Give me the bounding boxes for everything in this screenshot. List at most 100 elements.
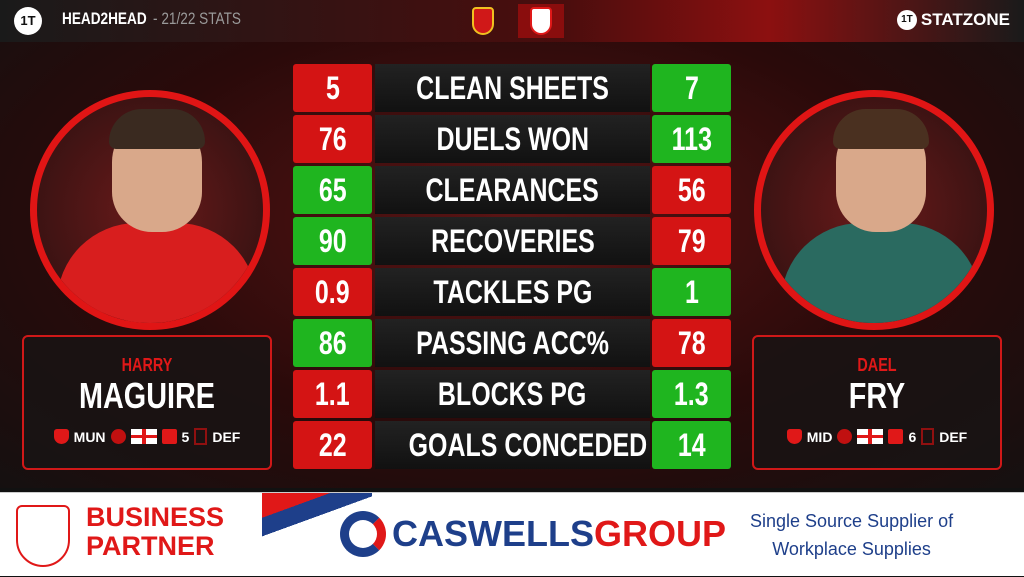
middlesbrough-badge-icon: [16, 505, 70, 567]
last-name: MAGUIRE: [79, 375, 215, 416]
player-meta: MUN 5 DEF: [24, 428, 270, 445]
label-text: GOALS CONCEDED: [408, 427, 648, 463]
page-title: HEAD2HEAD - 21/22 STATS: [62, 9, 241, 29]
title-text: HEAD2HEAD: [62, 9, 147, 28]
business-partner-text: BUSINESS PARTNER: [86, 503, 224, 561]
player-photo-left: [30, 90, 270, 330]
shirt-icon: [888, 429, 904, 444]
stat-label: CLEAN SHEETS: [375, 64, 650, 112]
value-text: 1.3: [674, 376, 709, 412]
position: DEF: [939, 428, 968, 445]
label-text: CLEAN SHEETS: [416, 70, 609, 106]
value-text: 65: [318, 172, 347, 208]
brand-text: STATZONE: [920, 10, 1010, 29]
shirt-icon: [161, 429, 177, 444]
label-text: PASSING ACC%: [416, 325, 609, 361]
stat-label: CLEARANCES: [375, 166, 650, 214]
stat-row: 90 RECOVERIES 79: [293, 217, 731, 265]
first-name: HARRY: [121, 355, 173, 375]
right-value: 79: [652, 217, 731, 265]
left-value: 65: [293, 166, 372, 214]
statzone-logo: 1T STATZONE: [896, 10, 1010, 30]
player-meta: MID 6 DEF: [754, 428, 1000, 445]
stat-row: 1.1 BLOCKS PG 1.3: [293, 370, 731, 418]
label-text: RECOVERIES: [430, 223, 595, 259]
right-value: 113: [652, 115, 731, 163]
left-value: 76: [293, 115, 372, 163]
value-text: 78: [677, 325, 706, 361]
left-value: 90: [293, 217, 372, 265]
tagline-1: Single Source Supplier of: [750, 511, 954, 531]
value-text: 0.9: [315, 274, 350, 310]
stat-label: BLOCKS PG: [375, 370, 650, 418]
caswells-logo: CASWELLS GROUP: [340, 511, 726, 557]
last-name: FRY: [848, 375, 906, 416]
club: MUN: [73, 428, 106, 445]
value-text: 86: [318, 325, 347, 361]
right-value: 14: [652, 421, 731, 469]
caswells-icon: [340, 511, 386, 557]
right-value: 1: [652, 268, 731, 316]
sponsor-banner: BUSINESS PARTNER CASWELLS GROUP Single Sou…: [0, 492, 1024, 577]
club-icon: [53, 429, 69, 444]
stat-row: 5 CLEAN SHEETS 7: [293, 64, 731, 112]
statzone-icon: 1T: [896, 10, 917, 30]
stat-label: GOALS CONCEDED: [375, 421, 650, 469]
subtitle: - 21/22 STATS: [153, 9, 241, 28]
shirt-number: 6: [908, 428, 917, 445]
man-utd-crest-icon: [460, 4, 506, 38]
left-value: 1.1: [293, 370, 372, 418]
first-name: DAEL: [857, 355, 897, 375]
value-text: 7: [684, 70, 699, 106]
1t-logo: 1T: [14, 7, 42, 35]
value-text: 56: [677, 172, 706, 208]
left-value: 0.9: [293, 268, 372, 316]
sponsor-tagline: Single Source Supplier of Workplace Suppl…: [750, 507, 953, 563]
shirt-number: 5: [181, 428, 190, 445]
club-icon: [786, 429, 802, 444]
right-value: 56: [652, 166, 731, 214]
sponsor-b: GROUP: [594, 513, 727, 554]
right-value: 78: [652, 319, 731, 367]
club: MID: [806, 428, 833, 445]
value-text: 14: [677, 427, 706, 463]
value-text: 76: [318, 121, 347, 157]
pitch-icon: [194, 428, 208, 445]
value-text: 1: [684, 274, 699, 310]
bp-line2: PARTNER: [86, 531, 215, 561]
middlesbrough-crest-icon: [518, 4, 564, 38]
position: DEF: [212, 428, 241, 445]
globe-icon: [837, 429, 853, 444]
label-text: CLEARANCES: [425, 172, 600, 208]
hair: [833, 109, 929, 149]
tagline-2: Workplace Supplies: [772, 539, 931, 559]
value-text: 90: [318, 223, 347, 259]
value-text: 5: [325, 70, 340, 106]
pitch-icon: [921, 428, 935, 445]
label-text: DUELS WON: [436, 121, 589, 157]
value-text: 1.1: [315, 376, 350, 412]
stat-row: 0.9 TACKLES PG 1: [293, 268, 731, 316]
sponsor-a: CASWELLS: [392, 513, 594, 554]
top-bar: 1T HEAD2HEAD - 21/22 STATS 1T STATZONE: [0, 0, 1024, 42]
label-text: TACKLES PG: [432, 274, 592, 310]
left-value: 22: [293, 421, 372, 469]
value-text: 79: [677, 223, 706, 259]
england-flag-icon: [130, 429, 157, 444]
value-text: 22: [318, 427, 347, 463]
left-value: 5: [293, 64, 372, 112]
player-card-left: HARRY MAGUIRE MUN 5 DEF: [22, 335, 272, 470]
stat-label: RECOVERIES: [375, 217, 650, 265]
hair: [109, 109, 205, 149]
stat-row: 22 GOALS CONCEDED 14: [293, 421, 731, 469]
left-value: 86: [293, 319, 372, 367]
kit: [781, 223, 981, 323]
stat-label: DUELS WON: [375, 115, 650, 163]
stat-row: 86 PASSING ACC% 78: [293, 319, 731, 367]
globe-icon: [110, 429, 126, 444]
player-card-right: DAEL FRY MID 6 DEF: [752, 335, 1002, 470]
england-flag-icon: [857, 429, 884, 444]
kit: [57, 223, 257, 323]
stat-label: TACKLES PG: [375, 268, 650, 316]
value-text: 113: [671, 121, 712, 157]
